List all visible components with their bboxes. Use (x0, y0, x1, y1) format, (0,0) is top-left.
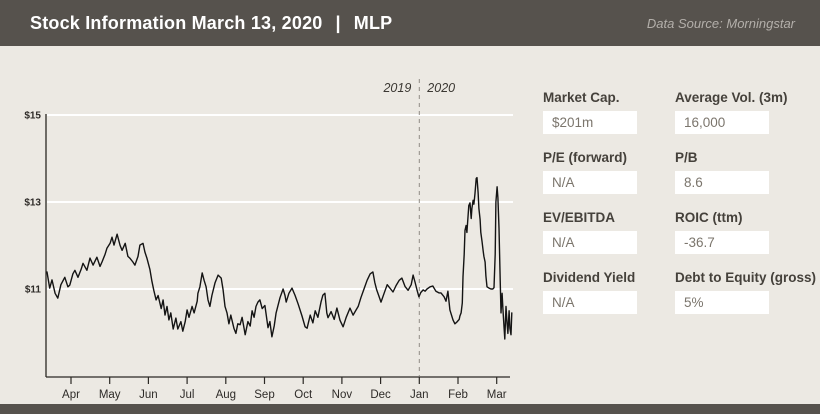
stat-value-box: $201m (543, 111, 637, 134)
stat-label: Debt to Equity (gross) (675, 270, 816, 285)
x-axis-tick-label: Oct (294, 389, 313, 401)
year-label-right: 2020 (426, 81, 455, 95)
footer-bar (0, 404, 820, 414)
x-axis-tick-label: Dec (370, 389, 391, 401)
data-source-note: Data Source: Morningstar (646, 15, 795, 31)
stat-label: Average Vol. (3m) (675, 90, 788, 105)
page-title: Stock Information March 13, 2020 | MLP (30, 13, 392, 34)
stat-label: EV/EBITDA (543, 210, 616, 225)
stat-label: P/E (forward) (543, 150, 628, 165)
stat-label: ROIC (ttm) (675, 210, 743, 225)
page-title-text: Stock Information March 13, 2020 (30, 12, 323, 33)
stat-value-box: 16,000 (675, 111, 769, 134)
stat-roic: ROIC (ttm) -36.7 (675, 209, 820, 254)
stats-panel: Market Cap. $201m Average Vol. (3m) 16,0… (543, 89, 820, 314)
stat-average-volume: Average Vol. (3m) 16,000 (675, 89, 820, 134)
y-axis-tick-label: $11 (25, 285, 42, 296)
ticker-symbol: MLP (353, 12, 393, 33)
stat-value-box: -36.7 (675, 231, 769, 254)
stat-label: P/B (675, 150, 698, 165)
x-axis-tick-label: Jun (139, 389, 158, 401)
x-axis-tick-label: Mar (487, 389, 507, 401)
y-axis-tick-label: $15 (24, 111, 41, 122)
stat-value-box: N/A (543, 291, 637, 314)
y-axis-tick-label: $13 (24, 198, 41, 209)
stat-label: Market Cap. (543, 90, 620, 105)
x-axis-tick-label: Aug (216, 389, 236, 401)
title-separator: | (335, 12, 341, 33)
stat-label: Dividend Yield (543, 270, 636, 285)
stat-market-cap: Market Cap. $201m (543, 89, 675, 134)
price-line (46, 176, 513, 340)
stat-dividend-yield: Dividend Yield N/A (543, 269, 675, 314)
year-label-left: 2019 (382, 81, 411, 95)
x-axis-tick-label: Feb (448, 389, 468, 401)
stat-debt-to-equity: Debt to Equity (gross) 5% (675, 269, 820, 314)
x-axis-tick-label: Jul (180, 389, 195, 401)
x-axis-tick-label: Jan (410, 389, 429, 401)
stat-value-box: N/A (543, 171, 637, 194)
x-axis-tick-label: Nov (332, 389, 353, 401)
stat-pe-forward: P/E (forward) N/A (543, 149, 675, 194)
x-axis-tick-label: Apr (62, 389, 80, 401)
stat-value-box: 8.6 (675, 171, 769, 194)
stat-pb: P/B 8.6 (675, 149, 820, 194)
x-axis-tick-label: Sep (254, 389, 274, 401)
stat-ev-ebitda: EV/EBITDA N/A (543, 209, 675, 254)
header-bar: Stock Information March 13, 2020 | MLP Dat… (0, 0, 820, 46)
stock-price-chart: $15 $13 $11 2019 2020 Apr May Jun Jul Aug Sep Oct No… (24, 79, 513, 401)
x-axis-tick-label: May (99, 389, 121, 401)
stat-value-box: N/A (543, 231, 637, 254)
stat-value-box: 5% (675, 291, 769, 314)
